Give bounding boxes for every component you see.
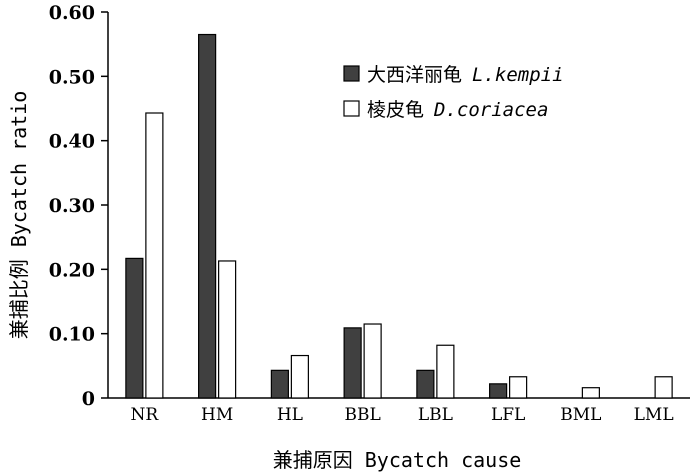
bar-dcoriacea-nr: [145, 112, 164, 399]
legend-label-l-kempii-latin: L.kempii: [472, 64, 564, 86]
legend-label-l-kempii-cn: 大西洋丽龟: [367, 64, 462, 86]
x-tick-label: LFL: [491, 405, 525, 425]
bar-dcoriacea-bbl: [363, 323, 382, 399]
x-tick-label: LBL: [418, 405, 453, 425]
x-tick-label: BBL: [344, 405, 380, 425]
plot-area: 0 0.10 0.20 0.30 0.40 0.50 0.60 NR HM HL BBL LBL LF…: [49, 2, 690, 425]
bar-dcoriacea-hm: [218, 260, 237, 399]
legend-label-d-coriacea: 棱皮龟 D.coriacea: [367, 99, 548, 121]
bar-dcoriacea-lml: [654, 376, 673, 399]
bar-lkempii-nr: [125, 257, 144, 399]
bar-lkempii-bbl: [343, 327, 362, 399]
x-axis-labels: NR HM HL BBL LBL LFL BML LML: [131, 405, 674, 425]
y-axis-title: 兼捕比例 Bycatch ratio: [7, 91, 31, 340]
legend-swatch-d-coriacea: [343, 100, 360, 117]
bars-group: [125, 33, 673, 399]
bar-dcoriacea-hl: [290, 354, 309, 399]
legend-label-d-coriacea-cn: 棱皮龟: [367, 99, 424, 121]
legend-label-d-coriacea-latin: D.coriacea: [433, 99, 548, 121]
y-tick-label: 0.20: [49, 259, 95, 281]
bar-lkempii-hl: [270, 369, 289, 399]
y-tick-label: 0.60: [49, 2, 95, 24]
bar-lkempii-lfl: [489, 383, 508, 399]
x-tick-label: LML: [634, 405, 674, 425]
x-tick-label: NR: [131, 405, 160, 425]
y-tick-label: 0.30: [49, 195, 95, 217]
legend-swatch-l-kempii: [343, 65, 360, 82]
x-axis-title: 兼捕原因 Bycatch cause: [273, 448, 522, 472]
x-tick-label: HL: [277, 405, 303, 425]
legend: 大西洋丽龟 L.kempii 棱皮龟 D.coriacea: [343, 64, 564, 121]
bar-dcoriacea-bml: [581, 387, 600, 399]
y-axis-ticks: 0 0.10 0.20 0.30 0.40 0.50 0.60: [49, 2, 108, 410]
bar-dcoriacea-lfl: [509, 376, 528, 399]
bar-lkempii-hm: [198, 33, 217, 399]
y-tick-label: 0.50: [49, 66, 95, 88]
legend-label-l-kempii: 大西洋丽龟 L.kempii: [367, 64, 564, 86]
bar-dcoriacea-lbl: [436, 344, 455, 399]
x-tick-label: BML: [560, 405, 601, 425]
y-tick-label: 0: [82, 388, 95, 410]
y-tick-label: 0.10: [49, 324, 95, 346]
bar-lkempii-lbl: [416, 369, 435, 399]
y-tick-label: 0.40: [49, 131, 95, 153]
x-tick-label: HM: [201, 405, 233, 425]
